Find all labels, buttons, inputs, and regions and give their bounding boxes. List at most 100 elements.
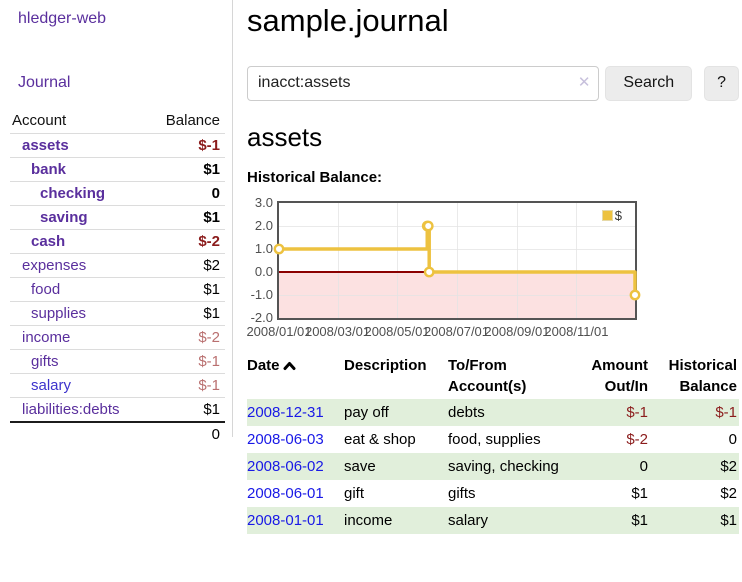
account-balance: $1: [203, 401, 220, 418]
account-row: gifts $-1: [10, 349, 225, 374]
account-row: cash $-2: [10, 229, 225, 254]
column-header-date[interactable]: Date: [247, 353, 344, 399]
data-point: [422, 220, 434, 232]
chart-heading: Historical Balance:: [247, 168, 383, 186]
account-balance: $2: [203, 257, 220, 274]
x-tick-label: 2008/01/01: [246, 323, 312, 339]
transaction-amount: $1: [631, 511, 648, 529]
gridline: [279, 248, 635, 250]
sidebar-item-journal[interactable]: Journal: [18, 74, 71, 91]
legend-swatch-icon: [601, 209, 613, 221]
transaction-description: save: [344, 457, 376, 475]
account-row: bank $1: [10, 157, 225, 182]
transaction-balance: $2: [720, 457, 737, 475]
x-tick-label: 2008/03/01: [304, 323, 371, 339]
transaction-date-link[interactable]: 2008-01-01: [247, 511, 324, 529]
y-tick-label: -1.0: [250, 286, 273, 302]
help-button[interactable]: ?: [704, 65, 739, 101]
search-button[interactable]: Search: [605, 65, 693, 101]
account-balance: $-1: [198, 137, 220, 154]
account-link-income[interactable]: income: [22, 329, 71, 346]
chart-plot-inner: [273, 202, 641, 318]
transaction-accounts: food, supplies: [448, 430, 541, 448]
transaction-description: gift: [344, 484, 365, 502]
transaction-date-link[interactable]: 2008-12-31: [247, 403, 324, 421]
account-balance: $-1: [198, 377, 220, 394]
account-link-saving[interactable]: saving: [40, 209, 88, 226]
search-input[interactable]: [247, 65, 600, 101]
transaction-description: eat & shop: [344, 430, 416, 448]
transaction-date-link[interactable]: 2008-06-02: [247, 457, 324, 475]
gridline: [576, 202, 578, 318]
account-row: expenses $2: [10, 253, 225, 278]
account-link-liabilities:debts[interactable]: liabilities:debts: [22, 401, 120, 418]
chevron-up-icon: [283, 356, 296, 377]
y-tick-label: 3.0: [254, 194, 273, 210]
account-row: saving $1: [10, 205, 225, 230]
transaction-date-link[interactable]: 2008-06-01: [247, 484, 324, 502]
account-link-expenses[interactable]: expenses: [22, 257, 87, 274]
transaction-accounts: gifts: [448, 484, 476, 502]
account-link-food[interactable]: food: [31, 281, 61, 298]
account-link-assets[interactable]: assets: [22, 137, 69, 154]
account-balance: $-2: [198, 329, 220, 346]
account-link-bank[interactable]: bank: [31, 161, 67, 178]
transaction-date-link[interactable]: 2008-06-03: [247, 430, 324, 448]
transaction-balance: $1: [720, 511, 737, 529]
series-line: [273, 220, 641, 301]
transaction-accounts: salary: [448, 511, 489, 529]
date-header-label: Date: [247, 356, 280, 374]
main-content: sample.journal ✕ Search ? assets Histori…: [246, 0, 739, 534]
column-header-amount: Amount Out/In: [591, 356, 648, 395]
column-header-description: Description: [344, 356, 427, 374]
y-tick-label: 0.0: [254, 263, 273, 279]
gridline: [516, 202, 518, 318]
clear-search-icon[interactable]: ✕: [577, 73, 591, 91]
gridline: [456, 202, 458, 318]
account-link-supplies[interactable]: supplies: [31, 305, 87, 322]
accounts-header-account: Account: [12, 112, 67, 129]
transaction-balance: $2: [720, 484, 737, 502]
transaction-row: 2008-06-03 eat & shop food, supplies $-2 0: [247, 426, 739, 453]
register-table: Date Description To/From Account(s) Amou…: [247, 353, 739, 534]
account-row: supplies $1: [10, 301, 225, 326]
account-row: salary $-1: [10, 373, 225, 398]
account-balance: $1: [203, 281, 220, 298]
account-page-title: assets: [247, 121, 323, 152]
brand-link[interactable]: hledger-web: [18, 10, 107, 27]
transaction-row: 2008-01-01 income salary $1 $1: [247, 506, 739, 534]
account-balance: 0: [211, 185, 220, 202]
account-link-gifts[interactable]: gifts: [31, 353, 59, 370]
transaction-description: pay off: [344, 403, 389, 421]
register-header-row: Date Description To/From Account(s) Amou…: [247, 353, 739, 399]
y-tick-label: 1.0: [254, 240, 273, 256]
data-point: [629, 289, 641, 301]
column-header-balance: Historical Balance: [668, 356, 737, 395]
gridline: [337, 202, 339, 318]
transaction-description: income: [344, 511, 393, 529]
transaction-balance: $-1: [715, 403, 737, 421]
data-point: [423, 266, 435, 278]
legend-label: $: [614, 207, 622, 223]
accounts-header-balance: Balance: [165, 112, 220, 129]
account-balance: $1: [203, 209, 220, 226]
account-link-checking[interactable]: checking: [40, 185, 106, 202]
search-form: ✕ Search ?: [247, 65, 739, 101]
transaction-row: 2008-12-31 pay off debts $-1 $-1: [247, 398, 739, 426]
account-link-cash[interactable]: cash: [31, 233, 66, 250]
sidebar: hledger-web Journal Account Balance asse…: [0, 0, 233, 443]
page-title: sample.journal: [247, 3, 449, 38]
x-tick-label: 2008/07/01: [423, 323, 490, 339]
gridline: [279, 225, 635, 227]
account-row: liabilities:debts $1: [10, 397, 225, 423]
register-body: 2008-12-31 pay off debts $-1 $-1 2008-06-03 ea…: [247, 398, 739, 534]
transaction-row: 2008-06-01 gift gifts $1 $2: [247, 480, 739, 507]
chart-legend: $: [601, 207, 622, 223]
gridline: [279, 294, 635, 296]
account-link-salary[interactable]: salary: [31, 377, 72, 394]
balance-chart: $ 3.0 2.0 1.0 0.0 -1.0 -2.0 2008/01/01 2008/03…: [246, 194, 739, 339]
account-row: income $-2: [10, 325, 225, 350]
y-tick-label: 2.0: [254, 217, 273, 233]
transaction-row: 2008-06-02 save saving, checking 0 $2: [247, 452, 739, 480]
y-tick-label: -2.0: [250, 309, 273, 325]
